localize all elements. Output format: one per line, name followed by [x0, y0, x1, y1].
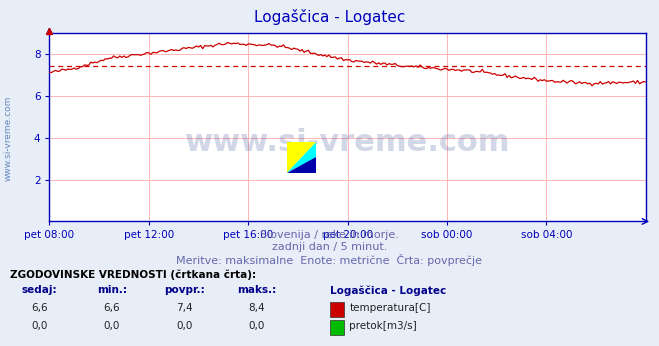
Text: 0,0: 0,0	[249, 321, 265, 331]
Text: 0,0: 0,0	[177, 321, 192, 331]
Text: 0,0: 0,0	[32, 321, 47, 331]
Text: zadnji dan / 5 minut.: zadnji dan / 5 minut.	[272, 242, 387, 252]
Text: ZGODOVINSKE VREDNOSTI (črtkana črta):: ZGODOVINSKE VREDNOSTI (črtkana črta):	[10, 270, 256, 280]
Text: sedaj:: sedaj:	[22, 285, 57, 295]
Text: 6,6: 6,6	[103, 303, 121, 313]
Text: Logaščica - Logatec: Logaščica - Logatec	[254, 9, 405, 25]
Text: Slovenija / reke in morje.: Slovenija / reke in morje.	[260, 230, 399, 240]
Text: Logaščica - Logatec: Logaščica - Logatec	[330, 285, 445, 296]
Text: 6,6: 6,6	[31, 303, 48, 313]
Text: maks.:: maks.:	[237, 285, 277, 295]
Text: min.:: min.:	[97, 285, 127, 295]
Text: 7,4: 7,4	[176, 303, 193, 313]
Text: 0,0: 0,0	[104, 321, 120, 331]
Text: povpr.:: povpr.:	[164, 285, 205, 295]
Text: Meritve: maksimalne  Enote: metrične  Črta: povprečje: Meritve: maksimalne Enote: metrične Črta…	[177, 254, 482, 266]
Polygon shape	[287, 157, 316, 173]
Polygon shape	[287, 142, 316, 173]
Text: temperatura[C]: temperatura[C]	[349, 303, 431, 313]
Text: 8,4: 8,4	[248, 303, 266, 313]
Text: www.si-vreme.com: www.si-vreme.com	[185, 128, 510, 157]
Text: pretok[m3/s]: pretok[m3/s]	[349, 321, 417, 331]
Polygon shape	[287, 142, 316, 173]
Text: www.si-vreme.com: www.si-vreme.com	[3, 96, 13, 181]
